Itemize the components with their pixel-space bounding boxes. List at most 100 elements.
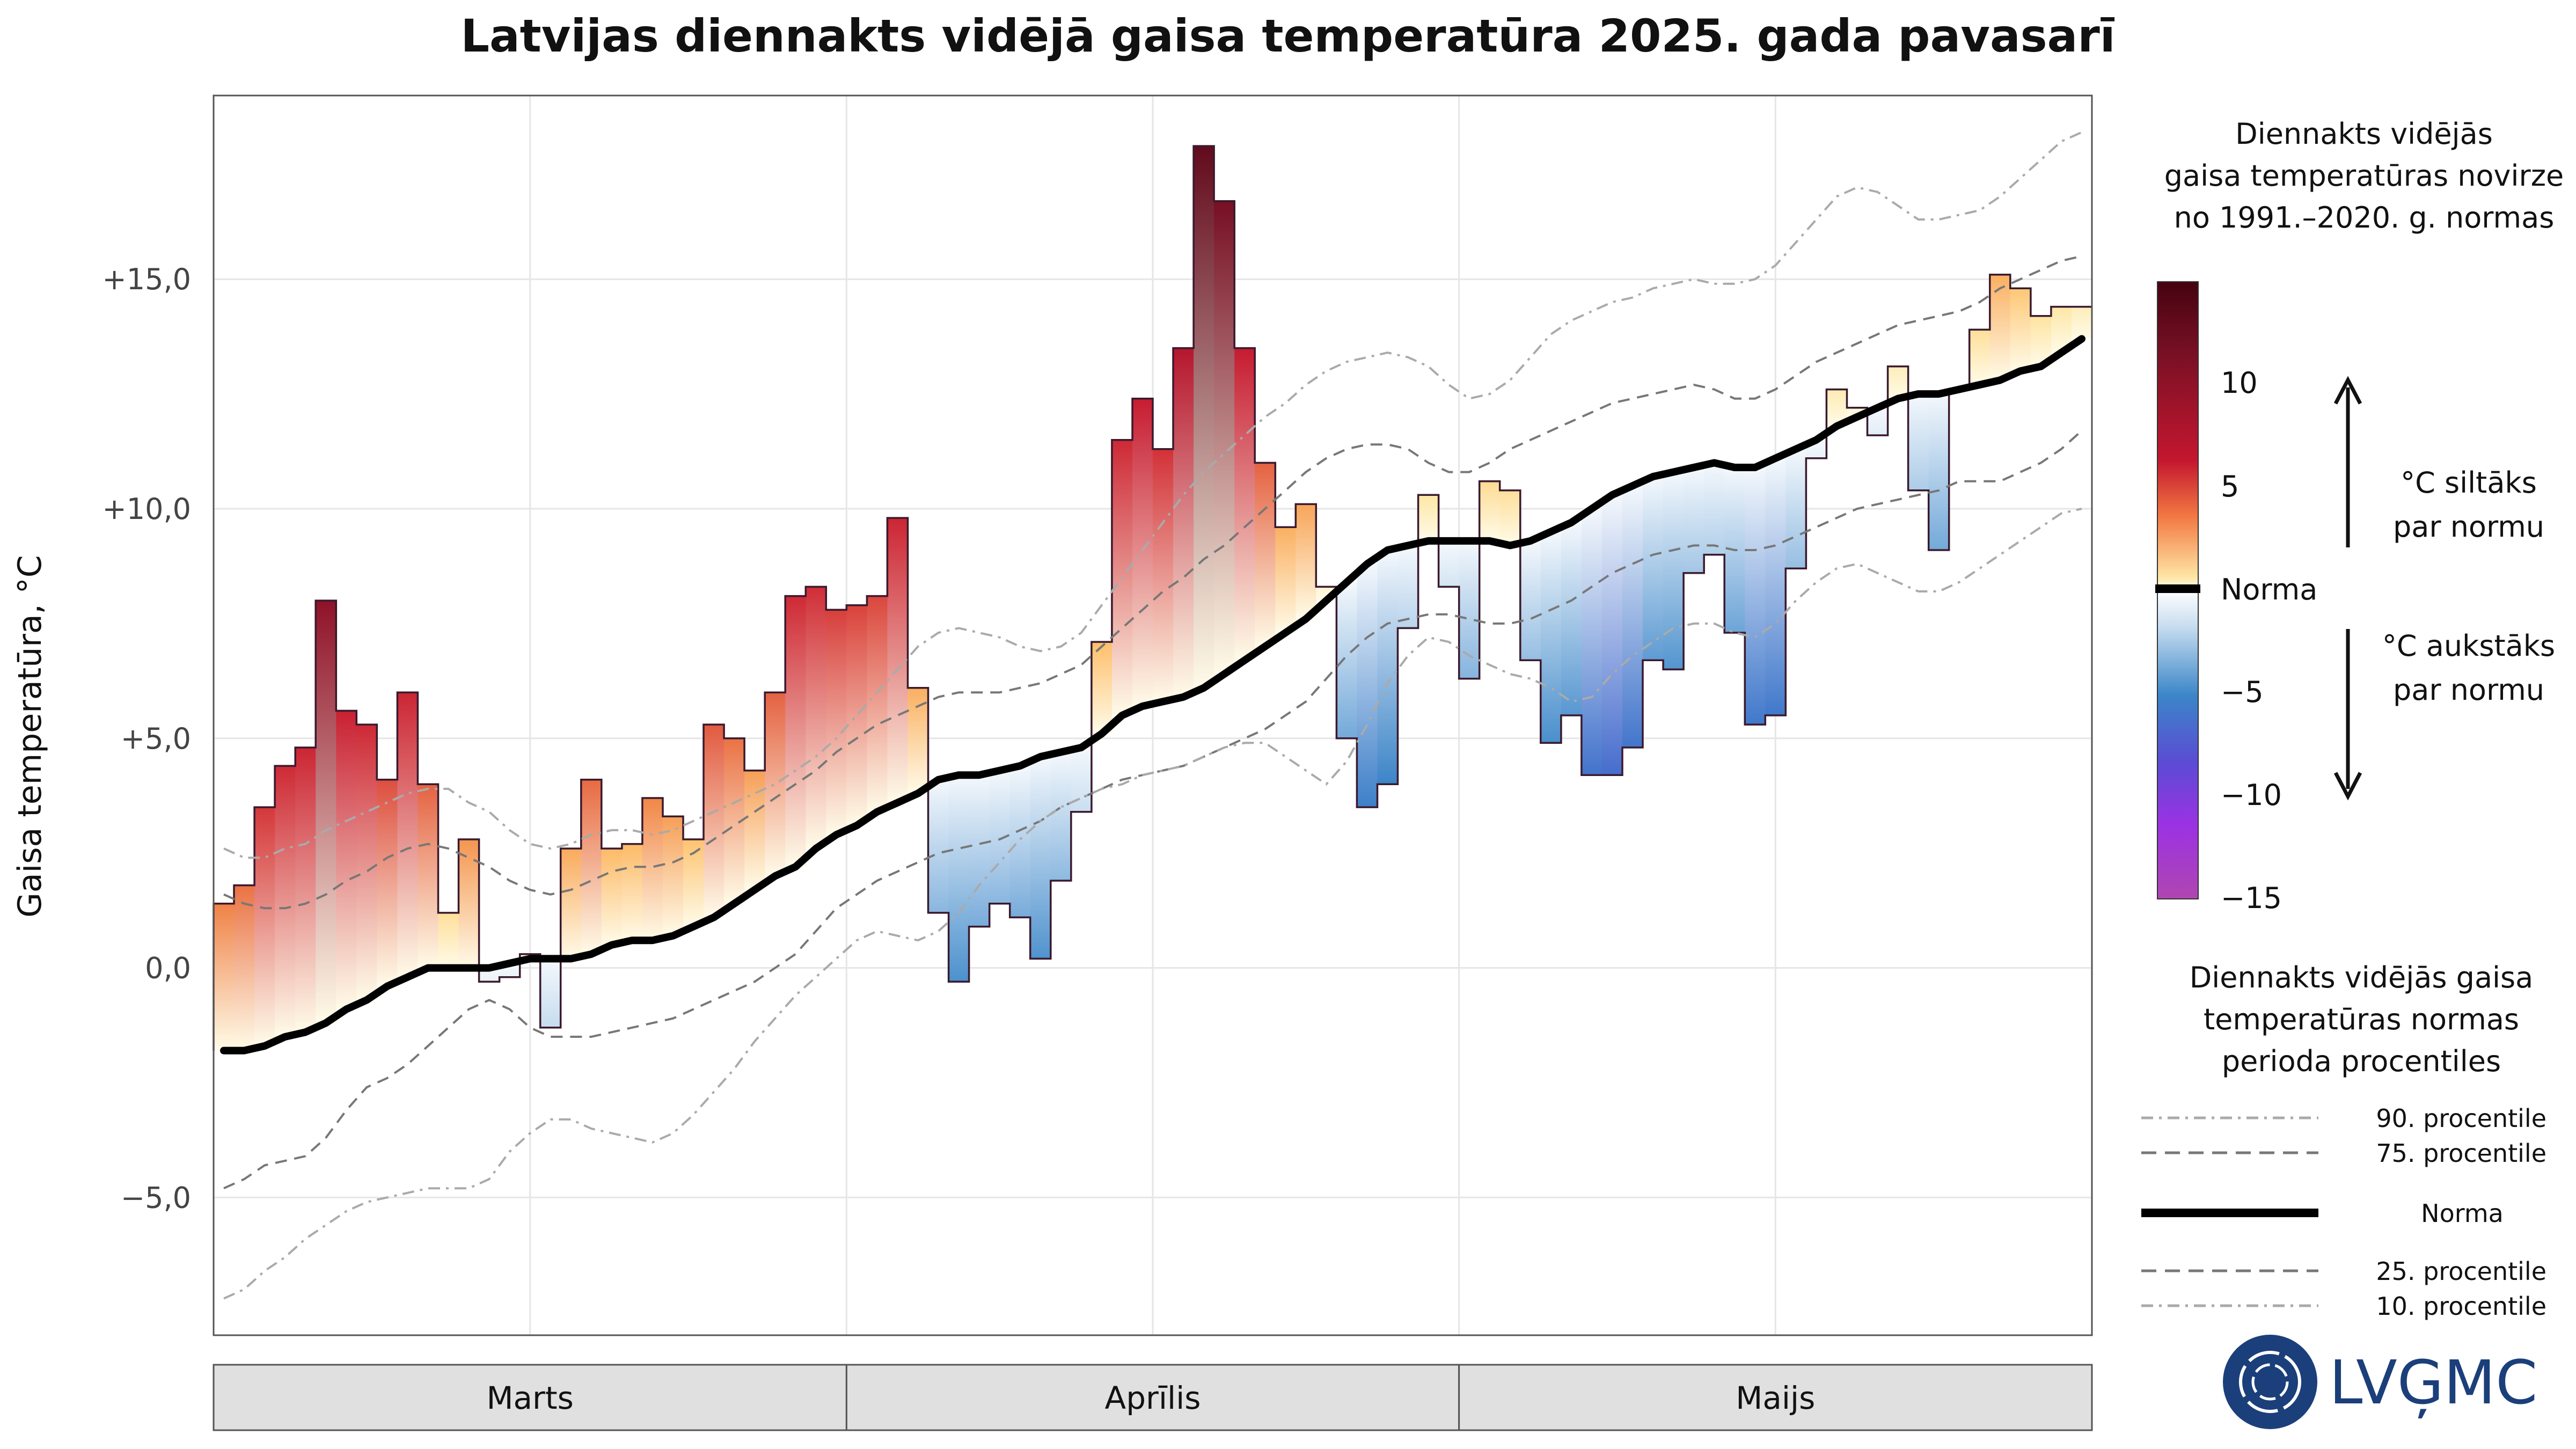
warmer-label-1: °C siltāks	[2401, 466, 2537, 500]
temperature-bar	[1479, 481, 1501, 541]
percentile-25-line	[223, 430, 2083, 1190]
temperature-bar	[234, 885, 255, 1051]
temperature-bar	[1377, 550, 1399, 785]
temperature-bar	[765, 692, 786, 876]
temperature-bar	[867, 596, 888, 812]
percentile-75-line	[223, 255, 2082, 910]
temperature-bar	[1296, 504, 1317, 619]
month-strip-cell	[213, 1364, 847, 1431]
temperature-bar	[928, 779, 949, 913]
temperature-bar	[581, 779, 602, 954]
temperature-bar	[1663, 472, 1684, 670]
colorbar-legend: Diennakts vidējās gaisa temperatūras nov…	[2155, 117, 2564, 915]
percentile-10-line	[223, 508, 2082, 1300]
temperature-bar	[1908, 394, 1929, 491]
month-label: Maijs	[1736, 1380, 1815, 1416]
temperature-bar	[704, 724, 724, 918]
temperature-bar	[1050, 752, 1072, 881]
temperature-bar	[1336, 582, 1358, 738]
y-tick-label: 0,0	[145, 952, 191, 985]
legend-p75-label: 75. procentile	[2376, 1139, 2546, 1168]
temperature-bar	[1561, 522, 1582, 715]
temperature-bar	[1030, 757, 1051, 959]
percentile-title-2: temperatūras normas	[2204, 1002, 2519, 1036]
temperature-bar	[1234, 348, 1256, 661]
temperature-bar	[418, 784, 439, 968]
temperature-bar	[336, 711, 357, 1009]
logo-text: LVĢMC	[2329, 1348, 2537, 1418]
temperature-bar	[1928, 394, 1950, 550]
temperature-bar	[1581, 509, 1602, 775]
grid	[213, 96, 2093, 1335]
temperature-bar	[1765, 458, 1787, 715]
legend-p90-label: 90. procentile	[2376, 1104, 2546, 1133]
temperature-bar	[1173, 348, 1194, 697]
temperature-bar	[1601, 495, 1623, 775]
temperature-bar	[275, 766, 296, 1037]
temperature-bar	[1785, 449, 1807, 569]
temperature-bar	[1643, 477, 1664, 661]
temperature-bar	[1684, 467, 1704, 573]
colorbar-title-1: Diennakts vidējās	[2235, 117, 2493, 151]
temperature-bar	[1214, 201, 1235, 674]
temperature-bar	[1357, 564, 1378, 808]
colorbar-tick-minus-5: −5	[2221, 675, 2264, 709]
temperature-bar	[1622, 486, 1643, 748]
month-strip: Marts Aprīlis Maijs	[213, 1364, 2093, 1431]
temperature-bar	[969, 775, 990, 927]
temperature-bar	[1459, 540, 1480, 679]
temperature-bar	[397, 692, 419, 977]
temperature-bar	[254, 807, 275, 1046]
percentile-legend: Diennakts vidējās gaisa temperatūras nor…	[2141, 961, 2546, 1321]
temperature-bar	[356, 724, 378, 1000]
colorbar-tick-minus-10: −10	[2221, 778, 2282, 812]
legend-p10-label: 10. procentile	[2376, 1292, 2546, 1321]
norm-line-group	[220, 335, 2085, 1055]
colder-label-1: °C aukstāks	[2382, 629, 2555, 663]
temperature-bar	[621, 844, 643, 941]
temperature-bar	[662, 816, 684, 936]
warmer-label-2: par normu	[2393, 510, 2544, 544]
temperature-bar	[560, 848, 582, 959]
logo-ring-icon	[2239, 1351, 2301, 1413]
temperature-bar	[744, 770, 765, 890]
temperature-bar	[438, 912, 459, 968]
month-strip-cell	[845, 1364, 1460, 1431]
y-tick-label: +5,0	[121, 722, 191, 756]
norm-line	[220, 335, 2085, 1055]
temperature-bar	[785, 596, 807, 867]
colorbar-title-3: no 1991.–2020. g. normas	[2174, 201, 2555, 235]
y-axis-label: Gaisa temperatūra, °C	[11, 555, 49, 917]
temperature-bar	[2010, 288, 2031, 371]
colorbar-tick-5: 5	[2221, 470, 2239, 503]
temperature-bar	[1009, 766, 1031, 918]
legend-p25-label: 25. procentile	[2376, 1257, 2546, 1286]
colorbar-tick-minus-15: −15	[2221, 881, 2282, 915]
colorbar-tick-10: 10	[2221, 366, 2258, 400]
temperature-bar	[806, 587, 827, 849]
logo-circle-icon	[2223, 1335, 2317, 1429]
temperature-bar	[948, 775, 970, 982]
temperature-bar	[1438, 540, 1460, 587]
y-tick-label: +10,0	[103, 492, 191, 526]
month-strip-cell	[1458, 1364, 2093, 1431]
temperature-bar	[1704, 463, 1725, 555]
colorbar-norm-mark	[2155, 584, 2200, 593]
observed-step-outline	[213, 145, 2092, 1051]
temperature-bar	[601, 848, 623, 945]
lvgmc-logo: LVĢMC	[2223, 1335, 2537, 1429]
percentile-90-line	[223, 131, 2082, 859]
temperature-bar	[2071, 306, 2092, 339]
temperature-bar	[1745, 467, 1766, 725]
temperature-bars	[213, 145, 2092, 1051]
colder-arrowhead-icon	[2333, 772, 2362, 801]
y-ticks: −5,0 0,0 +5,0 +10,0 +15,0	[103, 262, 191, 1214]
percentile-lines	[223, 131, 2083, 1300]
temperature-bar	[214, 903, 235, 1051]
temperature-bar	[295, 747, 317, 1033]
temperature-bar	[1275, 527, 1297, 633]
temperature-bar	[377, 779, 398, 986]
temperature-bar	[458, 839, 480, 968]
percentile-title-1: Diennakts vidējās gaisa	[2190, 961, 2534, 994]
